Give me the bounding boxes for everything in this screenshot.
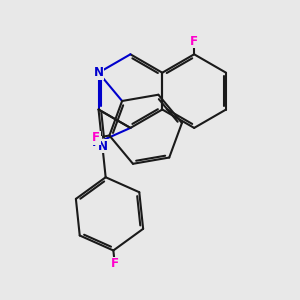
Text: N: N: [98, 140, 107, 153]
Text: N: N: [94, 66, 103, 79]
Text: F: F: [92, 131, 100, 144]
Text: F: F: [190, 34, 198, 48]
Text: N: N: [92, 136, 102, 149]
Text: F: F: [111, 257, 119, 270]
